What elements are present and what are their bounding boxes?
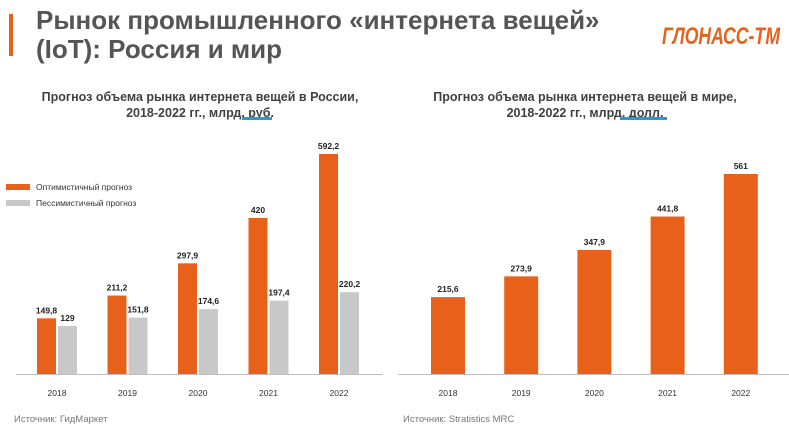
world-bar-s0-2019 [504,276,539,374]
world-tick-label-2020: 2020 [585,388,604,398]
russia-chart-legend: Оптимистичный прогноз Пессимистичный про… [6,179,136,211]
world-bar-s0-2018 [431,297,465,374]
russia-tick-label-2019: 2019 [118,388,137,398]
russia-bar-s1-2020 [199,309,218,374]
world-chart-title-line2: 2018-2022 гг., млрд. долл. [506,106,664,120]
russia-unit-underline [242,117,272,120]
world-tick-label-2019: 2019 [512,388,531,398]
russia-bar-s0-2020 [178,263,197,374]
russia-data-label-s1-2022: 220,2 [339,279,361,289]
russia-tick-label-2021: 2021 [259,388,278,398]
russia-chart-title-line2: 2018-2022 гг., млрд. руб. [126,106,274,120]
legend-swatch-optimistic [6,184,30,190]
russia-data-label-s1-2018: 129 [60,313,74,323]
world-data-label-s0-2020: 347,9 [584,237,606,247]
russia-bar-s1-2019 [128,317,148,374]
russia-bar-s1-2022 [340,292,359,374]
russia-tick-label-2022: 2022 [330,388,349,398]
logo-text: ГЛОНАСС-ТМ [662,23,781,50]
russia-data-label-s0-2020: 297,9 [177,250,199,260]
russia-chart-title: Прогноз объема рынка интернета вещей в Р… [30,89,370,121]
russia-data-label-s0-2021: 420 [251,205,265,215]
russia-data-label-s0-2018: 149,8 [36,305,58,315]
russia-source: Источник: ГидМаркет [14,414,108,425]
russia-bar-s1-2021 [269,300,289,374]
russia-chart-title-line1: Прогноз объема рынка интернета вещей в Р… [41,90,359,104]
world-bar-s0-2022 [723,174,758,374]
russia-data-label-s1-2019: 151,8 [127,305,149,315]
legend-label-optimistic: Оптимистичный прогноз [36,182,133,192]
world-tick-label-2022: 2022 [731,388,750,398]
world-tick-label-2018: 2018 [439,388,458,398]
world-chart-title: Прогноз объема рынка интернета вещей в м… [420,89,750,121]
title-accent-bar [9,14,13,56]
world-source: Источник: Stratistics MRC [403,414,515,425]
world-chart-title-line1: Прогноз объема рынка интернета вещей в м… [433,90,737,104]
russia-bar-s0-2018 [37,318,56,374]
page-title: Рынок промышленного «интернета вещей» (I… [36,5,600,64]
world-data-label-s0-2018: 215,6 [437,284,459,294]
russia-data-label-s0-2022: 592,2 [318,141,340,151]
russia-bar-s0-2022 [319,154,338,374]
world-unit-underline [620,117,667,120]
russia-bar-s0-2019 [107,295,127,374]
world-bar-s0-2020 [577,249,612,374]
russia-tick-label-2018: 2018 [48,388,67,398]
legend-swatch-pessimistic [6,200,30,206]
russia-data-label-s1-2020: 174,6 [198,296,220,306]
russia-data-label-s1-2021: 197,4 [268,288,290,298]
glonass-logo: ГЛОНАСС-ТМ [662,23,781,50]
world-data-label-s0-2022: 561 [734,161,748,171]
world-bar-s0-2021 [650,216,685,374]
legend-item-pessimistic: Пессимистичный прогноз [6,195,136,211]
russia-tick-label-2020: 2020 [189,388,208,398]
world-data-label-s0-2021: 441,8 [657,203,679,213]
russia-bar-s1-2018 [58,326,77,374]
russia-data-label-s0-2019: 211,2 [107,283,128,293]
legend-label-pessimistic: Пессимистичный прогноз [36,198,137,208]
world-tick-label-2021: 2021 [658,388,677,398]
legend-item-optimistic: Оптимистичный прогноз [6,179,136,195]
russia-bar-s0-2021 [248,217,268,374]
world-data-label-s0-2019: 273,9 [511,263,533,273]
